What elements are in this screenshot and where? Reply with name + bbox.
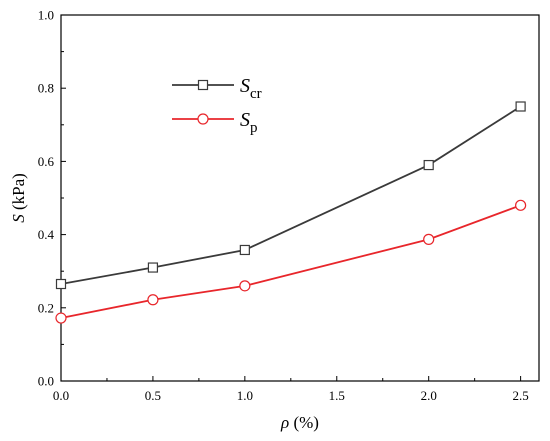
series-line — [60, 105, 522, 285]
x-tick-label: 2.0 — [421, 388, 437, 403]
x-tick-label: 2.5 — [512, 388, 528, 403]
legend-marker — [197, 113, 209, 125]
legend-label-main: S — [240, 109, 250, 131]
legend-entry: Sp — [172, 109, 258, 136]
axes: 0.0 0.5 1.0 1.5 2.0 2.5 0.0 0.2 0.4 0.6 0.8 1.0 ρ (%… — [9, 8, 540, 432]
data-point — [239, 280, 251, 292]
data-point — [515, 199, 527, 211]
x-axis-symbol: ρ — [280, 413, 289, 432]
x-tick-label: 1.5 — [329, 388, 345, 403]
data-point — [147, 262, 159, 273]
legend-label-main: S — [240, 75, 250, 97]
data-point — [147, 294, 159, 306]
data-point — [423, 233, 435, 245]
legend-label: Sp — [240, 109, 258, 136]
data-point — [239, 244, 250, 256]
x-axis-title: ρ (%) — [280, 413, 319, 432]
plot-series — [55, 101, 527, 324]
legend-label-sub: p — [250, 120, 258, 136]
y-axis-unit: (kPa) — [9, 173, 28, 214]
y-axis-title-group: S (kPa) — [9, 173, 28, 223]
data-point — [423, 159, 434, 171]
legend-entry: Scr — [172, 75, 262, 102]
data-point — [55, 312, 67, 324]
data-point — [55, 278, 67, 290]
plot-frame — [60, 14, 540, 382]
legend-label-sub: cr — [250, 86, 262, 102]
y-axis-symbol: S — [9, 214, 28, 223]
legend-marker — [197, 79, 209, 91]
x-tick-label: 1.0 — [237, 388, 253, 403]
series-S-cr — [55, 101, 526, 290]
x-axis-unit: (%) — [289, 413, 319, 432]
y-tick-label: 0.8 — [38, 81, 54, 96]
series-line — [60, 204, 521, 319]
data-point — [515, 101, 526, 112]
x-tick-label: 0.5 — [145, 388, 161, 403]
series-S-p — [55, 199, 527, 324]
y-tick-label: 0.4 — [38, 227, 55, 242]
legend-label: Scr — [240, 75, 262, 102]
y-axis-title: S (kPa) — [9, 173, 28, 223]
y-tick-label: 1.0 — [38, 8, 54, 23]
x-tick-label: 0.0 — [53, 388, 69, 403]
y-tick-label: 0.2 — [38, 300, 54, 315]
y-tick-label: 0.0 — [38, 374, 54, 389]
y-tick-label: 0.6 — [38, 154, 55, 169]
